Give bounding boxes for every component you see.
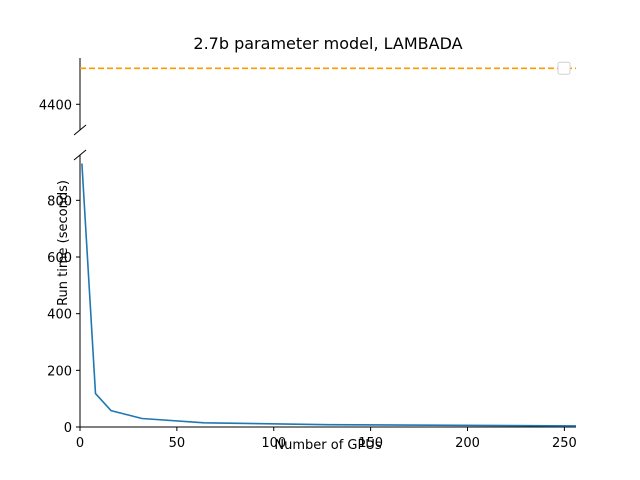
break-mark-top (73, 124, 87, 136)
y-tick-label: 4400 (39, 98, 72, 113)
x-tick-label: 150 (358, 436, 383, 451)
y-tick-label: 600 (47, 251, 72, 266)
chart-title: 2.7b parameter model, LAMBADA (193, 34, 462, 53)
x-tick-label: 0 (76, 436, 84, 451)
top-panel: 4400 (39, 58, 576, 130)
legend (557, 61, 571, 75)
x-tick-label: 50 (169, 436, 186, 451)
x-tick-label: 100 (261, 436, 286, 451)
x-tick-label: 250 (552, 436, 577, 451)
x-axis-label: Number of GPUs (274, 438, 381, 453)
series-line-1 (81, 163, 577, 427)
axis-break-marks (73, 124, 87, 161)
y-axis-label: Run time (seconds) (56, 180, 71, 306)
y-tick-label: 800 (47, 194, 72, 209)
y-tick-label: 0 (64, 421, 72, 436)
y-tick-label: 200 (47, 364, 72, 379)
bottom-panel: 0 200 400 600 800 0 50 100 150 200 250 (47, 155, 577, 451)
y-tick-label: 400 (47, 308, 72, 323)
x-tick-label: 200 (455, 436, 480, 451)
break-mark-bottom (73, 149, 87, 161)
legend-box (557, 61, 571, 75)
